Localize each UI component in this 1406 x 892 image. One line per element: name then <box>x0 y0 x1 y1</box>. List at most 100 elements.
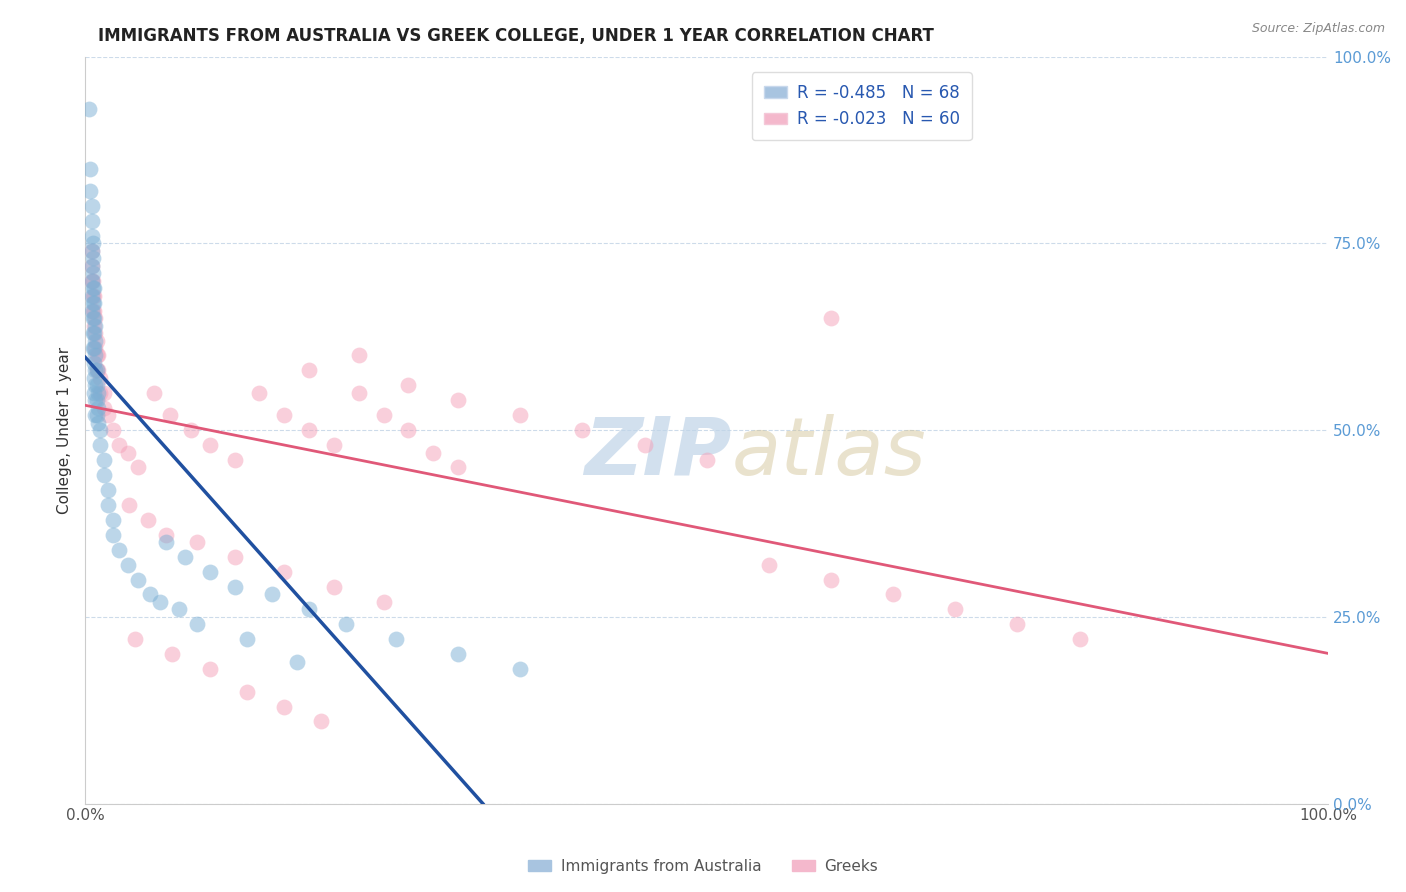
Point <box>97 408 120 422</box>
Point <box>273 408 295 422</box>
Point <box>323 580 346 594</box>
Point <box>87 385 110 400</box>
Point <box>82 266 104 280</box>
Point <box>180 423 202 437</box>
Point <box>97 498 120 512</box>
Point <box>224 580 246 594</box>
Point <box>273 565 295 579</box>
Point <box>124 632 146 647</box>
Point <box>87 348 110 362</box>
Point <box>93 467 115 482</box>
Point <box>84 311 107 326</box>
Point <box>247 385 270 400</box>
Point <box>820 573 842 587</box>
Point <box>77 102 100 116</box>
Point <box>323 438 346 452</box>
Point <box>347 348 370 362</box>
Point <box>447 647 470 661</box>
Point <box>87 416 110 430</box>
Point <box>758 558 780 572</box>
Point <box>83 311 105 326</box>
Point <box>82 303 104 318</box>
Point <box>198 438 221 452</box>
Point <box>285 655 308 669</box>
Point <box>80 274 103 288</box>
Point <box>86 393 108 408</box>
Point <box>224 453 246 467</box>
Point <box>398 423 420 437</box>
Point <box>373 408 395 422</box>
Point <box>117 558 139 572</box>
Point <box>87 363 110 377</box>
Point <box>83 371 105 385</box>
Point <box>89 438 111 452</box>
Point <box>89 385 111 400</box>
Point <box>298 602 321 616</box>
Point <box>101 513 124 527</box>
Point <box>136 513 159 527</box>
Point <box>108 542 131 557</box>
Point <box>1007 617 1029 632</box>
Point <box>82 311 104 326</box>
Y-axis label: College, Under 1 year: College, Under 1 year <box>58 347 72 514</box>
Point <box>84 341 107 355</box>
Point <box>198 565 221 579</box>
Point <box>162 647 184 661</box>
Point <box>101 527 124 541</box>
Point <box>80 259 103 273</box>
Point <box>155 535 177 549</box>
Point <box>260 587 283 601</box>
Point <box>198 662 221 676</box>
Point <box>186 617 208 632</box>
Point <box>83 296 105 310</box>
Point <box>335 617 357 632</box>
Point <box>80 289 103 303</box>
Point <box>633 438 655 452</box>
Point <box>273 699 295 714</box>
Text: IMMIGRANTS FROM AUSTRALIA VS GREEK COLLEGE, UNDER 1 YEAR CORRELATION CHART: IMMIGRANTS FROM AUSTRALIA VS GREEK COLLE… <box>98 27 935 45</box>
Point <box>87 401 110 415</box>
Point <box>86 334 108 348</box>
Point <box>80 229 103 244</box>
Point <box>79 161 101 176</box>
Point <box>83 326 105 340</box>
Point <box>84 393 107 408</box>
Point <box>84 408 107 422</box>
Point <box>108 438 131 452</box>
Point <box>311 714 333 729</box>
Point <box>167 602 190 616</box>
Point <box>89 371 111 385</box>
Point <box>80 303 103 318</box>
Point <box>82 296 104 310</box>
Point <box>83 341 105 355</box>
Point <box>82 252 104 266</box>
Point <box>89 423 111 437</box>
Point <box>118 498 141 512</box>
Point <box>93 385 115 400</box>
Point <box>139 587 162 601</box>
Point <box>149 595 172 609</box>
Point <box>82 281 104 295</box>
Point <box>83 385 105 400</box>
Point <box>173 550 195 565</box>
Point <box>373 595 395 609</box>
Point <box>84 348 107 362</box>
Point <box>696 453 718 467</box>
Text: ZIP: ZIP <box>585 414 731 491</box>
Point <box>447 460 470 475</box>
Text: Source: ZipAtlas.com: Source: ZipAtlas.com <box>1251 22 1385 36</box>
Point <box>142 385 165 400</box>
Point <box>127 460 149 475</box>
Point <box>398 378 420 392</box>
Point <box>84 318 107 333</box>
Point <box>79 184 101 198</box>
Text: atlas: atlas <box>731 414 927 491</box>
Point <box>882 587 904 601</box>
Point <box>82 326 104 340</box>
Point <box>509 408 531 422</box>
Point <box>80 274 103 288</box>
Point <box>84 378 107 392</box>
Point <box>298 423 321 437</box>
Point <box>101 423 124 437</box>
Point <box>127 573 149 587</box>
